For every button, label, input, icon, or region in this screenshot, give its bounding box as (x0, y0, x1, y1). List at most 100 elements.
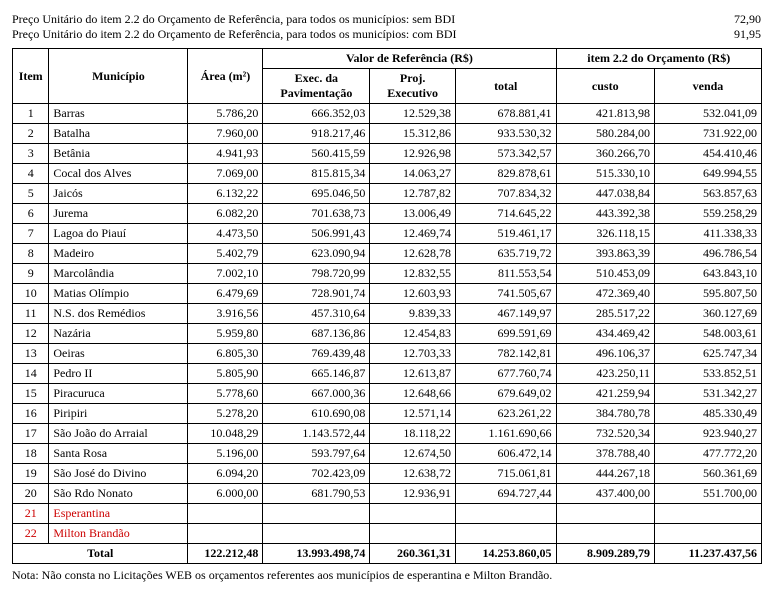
cell-area: 4.473,50 (188, 224, 263, 244)
cell-proj: 12.703,33 (370, 344, 456, 364)
price-value: 72,90 (701, 12, 761, 27)
cell-custo: 580.284,00 (556, 124, 654, 144)
cell-idx: 22 (13, 524, 49, 544)
cell-venda: 496.786,54 (654, 244, 761, 264)
cell-mun: Nazária (49, 324, 188, 344)
table-row: 18Santa Rosa5.196,00593.797,6412.674,506… (13, 444, 762, 464)
cell-mun: Cocal dos Alves (49, 164, 188, 184)
header-row-1: Item Município Área (m²) Valor de Referê… (13, 49, 762, 69)
table-row: 6Jurema6.082,20701.638,7313.006,49714.64… (13, 204, 762, 224)
cell-venda: 533.852,51 (654, 364, 761, 384)
cell-pav: 1.143.572,44 (263, 424, 370, 444)
cell-pav: 702.423,09 (263, 464, 370, 484)
cell-proj: 12.571,14 (370, 404, 456, 424)
cell-idx: 2 (13, 124, 49, 144)
cell-mun: Esperantina (49, 504, 188, 524)
cell-tot: 606.472,14 (455, 444, 556, 464)
cell-area: 6.132,22 (188, 184, 263, 204)
cell-pav: 687.136,86 (263, 324, 370, 344)
cell-proj: 12.529,38 (370, 104, 456, 124)
total-pav: 13.993.498,74 (263, 544, 370, 564)
cell-venda: 559.258,29 (654, 204, 761, 224)
cell-proj: 15.312,86 (370, 124, 456, 144)
cell-custo: 437.400,00 (556, 484, 654, 504)
cell-proj: 13.006,49 (370, 204, 456, 224)
cell-idx: 9 (13, 264, 49, 284)
cell-proj: 12.832,55 (370, 264, 456, 284)
cell-mun: Santa Rosa (49, 444, 188, 464)
cell-venda: 923.940,27 (654, 424, 761, 444)
cell-mun: Barras (49, 104, 188, 124)
cell-pav: 506.991,43 (263, 224, 370, 244)
cell-tot: 573.342,57 (455, 144, 556, 164)
cell-proj: 14.063,27 (370, 164, 456, 184)
cell-area: 5.278,20 (188, 404, 263, 424)
cell-custo: 434.469,42 (556, 324, 654, 344)
cell-mun: Milton Brandão (49, 524, 188, 544)
cell-mun: N.S. dos Remédios (49, 304, 188, 324)
cell-custo: 421.259,94 (556, 384, 654, 404)
cell-custo: 447.038,84 (556, 184, 654, 204)
cell-area: 3.916,56 (188, 304, 263, 324)
cell-tot (455, 524, 556, 544)
cell-venda: 560.361,69 (654, 464, 761, 484)
cell-idx: 15 (13, 384, 49, 404)
cell-area: 5.402,79 (188, 244, 263, 264)
cell-custo: 421.813,98 (556, 104, 654, 124)
col-total: total (455, 69, 556, 104)
cell-mun: Marcolândia (49, 264, 188, 284)
cell-pav: 666.352,03 (263, 104, 370, 124)
cell-mun: São Rdo Nonato (49, 484, 188, 504)
cell-venda: 477.772,20 (654, 444, 761, 464)
table-row: 22Milton Brandão (13, 524, 762, 544)
cell-proj: 12.648,66 (370, 384, 456, 404)
cell-pav: 918.217,46 (263, 124, 370, 144)
cell-area: 6.479,69 (188, 284, 263, 304)
cell-tot: 707.834,32 (455, 184, 556, 204)
cell-proj: 12.469,74 (370, 224, 456, 244)
table-row: 10Matias Olímpio6.479,69728.901,7412.603… (13, 284, 762, 304)
cell-venda: 360.127,69 (654, 304, 761, 324)
cell-idx: 21 (13, 504, 49, 524)
cell-proj: 12.674,50 (370, 444, 456, 464)
cell-tot: 1.161.690,66 (455, 424, 556, 444)
cell-custo: 378.788,40 (556, 444, 654, 464)
cell-area: 5.778,60 (188, 384, 263, 404)
table-row: 11N.S. dos Remédios3.916,56457.310,649.8… (13, 304, 762, 324)
cell-area: 7.960,00 (188, 124, 263, 144)
cell-pav: 815.815,34 (263, 164, 370, 184)
cell-tot (455, 504, 556, 524)
cell-mun: Piripiri (49, 404, 188, 424)
cell-proj: 12.787,82 (370, 184, 456, 204)
cell-venda (654, 504, 761, 524)
cell-mun: Matias Olímpio (49, 284, 188, 304)
cell-custo: 472.369,40 (556, 284, 654, 304)
col-venda: venda (654, 69, 761, 104)
cell-idx: 11 (13, 304, 49, 324)
cell-custo (556, 524, 654, 544)
cell-idx: 18 (13, 444, 49, 464)
total-venda: 11.237.437,56 (654, 544, 761, 564)
cell-custo: 510.453,09 (556, 264, 654, 284)
cell-mun: Madeiro (49, 244, 188, 264)
cell-custo: 285.517,22 (556, 304, 654, 324)
cell-custo: 732.520,34 (556, 424, 654, 444)
cell-pav: 593.797,64 (263, 444, 370, 464)
cell-tot: 635.719,72 (455, 244, 556, 264)
cell-area: 6.805,30 (188, 344, 263, 364)
cell-custo: 326.118,15 (556, 224, 654, 244)
table-row: 20São Rdo Nonato6.000,00681.790,5312.936… (13, 484, 762, 504)
cell-proj: 12.926,98 (370, 144, 456, 164)
cell-proj: 12.613,87 (370, 364, 456, 384)
cell-proj: 18.118,22 (370, 424, 456, 444)
col-item22: item 2.2 do Orçamento (R$) (556, 49, 761, 69)
cell-idx: 10 (13, 284, 49, 304)
cell-proj: 12.936,91 (370, 484, 456, 504)
price-label: Preço Unitário do item 2.2 do Orçamento … (12, 12, 455, 27)
cell-pav (263, 524, 370, 544)
price-label: Preço Unitário do item 2.2 do Orçamento … (12, 27, 457, 42)
cell-pav: 665.146,87 (263, 364, 370, 384)
cell-venda: 551.700,00 (654, 484, 761, 504)
cell-area: 10.048,29 (188, 424, 263, 444)
cell-tot: 933.530,32 (455, 124, 556, 144)
